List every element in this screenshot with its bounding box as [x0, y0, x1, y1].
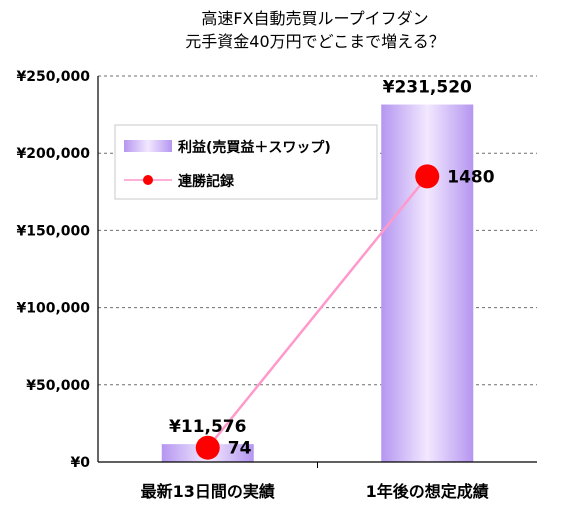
x-category-label: 1年後の想定成績 [366, 482, 489, 501]
legend-marker-swatch [143, 175, 153, 185]
point-value-label: 1480 [447, 167, 494, 187]
y-axis-tick-labels: ¥0 ¥50,000 ¥100,000 ¥150,000 ¥200,000 ¥250,00… [16, 69, 90, 471]
bar-value-label: ¥231,520 [383, 78, 472, 98]
bar-value-label: ¥11,576 [169, 417, 246, 437]
legend-label-profit: 利益(売買益＋スワップ) [178, 139, 331, 156]
x-axis-category-labels: 最新13日間の実績 1年後の想定成績 [141, 482, 489, 501]
bar [381, 104, 474, 463]
line-point [195, 435, 220, 460]
chart-title-line-2: 元手資金40万円でどこまで増える？ [185, 32, 444, 51]
line-series [195, 164, 440, 460]
chart-title-line-1: 高速FX自動売買ループイフダン [201, 9, 428, 28]
legend: 利益(売買益＋スワップ) 連勝記録 [114, 124, 378, 200]
y-tick-label: ¥250,000 [16, 69, 90, 85]
y-tick-label: ¥200,000 [16, 146, 90, 162]
data-labels: ¥11,576 ¥231,520 74 1480 [169, 78, 495, 459]
line-point [415, 164, 440, 189]
x-category-label: 最新13日間の実績 [141, 482, 275, 501]
line-series-path [206, 175, 429, 449]
legend-label-streak: 連勝記録 [178, 173, 235, 190]
legend-bar-swatch [124, 140, 172, 152]
y-tick-label: ¥100,000 [16, 301, 90, 317]
y-tick-label: ¥0 [71, 455, 91, 471]
bar-series [161, 104, 474, 463]
axes [97, 76, 537, 468]
point-value-label: 74 [228, 439, 252, 459]
legend-box [114, 124, 378, 200]
y-tick-label: ¥50,000 [26, 378, 90, 394]
y-tick-label: ¥150,000 [16, 223, 90, 239]
